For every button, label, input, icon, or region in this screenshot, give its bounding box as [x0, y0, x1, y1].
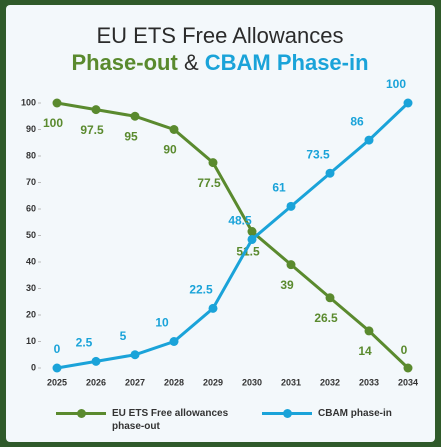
- y-tick-label: 0: [31, 362, 36, 372]
- data-point: [208, 303, 218, 313]
- legend-item: CBAM phase-in: [262, 407, 441, 433]
- data-label: 90: [163, 143, 177, 157]
- x-tick-label: 2026: [86, 377, 106, 387]
- x-tick-label: 2027: [125, 377, 145, 387]
- series-line: [56, 101, 410, 370]
- y-tick-label: 80: [26, 150, 36, 160]
- chart-subtitle: Phase-out & CBAM Phase-in: [71, 50, 368, 75]
- chart-title: EU ETS Free Allowances: [97, 23, 344, 48]
- legend-label: EU ETS Free allowances phase-out: [112, 408, 229, 432]
- data-point: [403, 98, 413, 108]
- y-tick-label: 70: [26, 177, 36, 187]
- y-tick-label: 10: [26, 336, 36, 346]
- data-point: [91, 356, 101, 366]
- y-tick-label: 40: [26, 256, 36, 266]
- data-point: [364, 326, 374, 336]
- data-point: [286, 260, 296, 270]
- legend-swatch: [56, 409, 106, 418]
- y-tick-label: 30: [26, 283, 36, 293]
- chart-frame: EU ETS Free Allowances Phase-out & CBAM …: [6, 5, 435, 442]
- data-point: [325, 293, 335, 303]
- data-label: 0: [54, 342, 61, 356]
- x-tick-label: 2034: [398, 377, 418, 387]
- y-tick-label: 100: [21, 97, 36, 107]
- y-tick-label: 60: [26, 203, 36, 213]
- x-tick-label: 2025: [47, 377, 67, 387]
- y-tick-label: 20: [26, 309, 36, 319]
- x-tick-label: 2030: [242, 377, 262, 387]
- data-point: [52, 98, 62, 108]
- data-label: 26.5: [314, 311, 338, 325]
- x-tick-label: 2032: [320, 377, 340, 387]
- data-label: 14: [358, 344, 372, 358]
- data-point: [247, 234, 257, 244]
- data-label: 100: [386, 77, 406, 91]
- data-label: 61: [272, 181, 286, 195]
- legend-item: EU ETS Free allowances phase-out: [56, 407, 242, 433]
- data-label: 10: [155, 316, 169, 330]
- data-label: 22.5: [189, 283, 213, 297]
- x-tick-label: 2031: [281, 377, 301, 387]
- subtitle-part: Phase-out: [71, 50, 178, 75]
- data-point: [169, 125, 179, 134]
- data-label: 39: [280, 278, 294, 292]
- subtitle-part: &: [184, 50, 199, 75]
- x-tick-label: 2028: [164, 377, 184, 387]
- series-line: [56, 101, 410, 370]
- data-point: [286, 201, 296, 211]
- data-point: [403, 363, 413, 373]
- x-tick-label: 2033: [359, 377, 379, 387]
- data-point: [130, 350, 140, 360]
- data-label: 77.5: [197, 176, 221, 190]
- data-label: 100: [43, 116, 63, 130]
- data-point: [364, 135, 374, 145]
- data-label: 0: [401, 343, 408, 357]
- legend-swatch: [262, 409, 312, 418]
- y-tick-label: 90: [26, 124, 36, 134]
- data-label: 48.5: [228, 214, 252, 228]
- subtitle-part: CBAM Phase-in: [205, 50, 369, 75]
- data-label: 5: [120, 329, 127, 343]
- data-label: 2.5: [76, 336, 93, 350]
- legend: EU ETS Free allowances phase-out CBAM pha…: [56, 407, 426, 433]
- data-point: [91, 105, 101, 115]
- data-point: [325, 168, 335, 178]
- data-point: [208, 158, 218, 168]
- data-label: 86: [350, 114, 364, 128]
- legend-label: CBAM phase-in: [318, 408, 392, 419]
- data-label: 97.5: [80, 123, 104, 137]
- chart: EU ETS Free Allowances Phase-out & CBAM …: [21, 23, 418, 388]
- data-point: [169, 337, 179, 346]
- data-point: [130, 111, 140, 121]
- data-label: 73.5: [306, 147, 330, 161]
- data-point: [247, 227, 257, 237]
- data-point: [52, 363, 62, 373]
- x-tick-label: 2029: [203, 377, 223, 387]
- y-tick-label: 50: [26, 230, 36, 240]
- data-label: 95: [124, 129, 138, 143]
